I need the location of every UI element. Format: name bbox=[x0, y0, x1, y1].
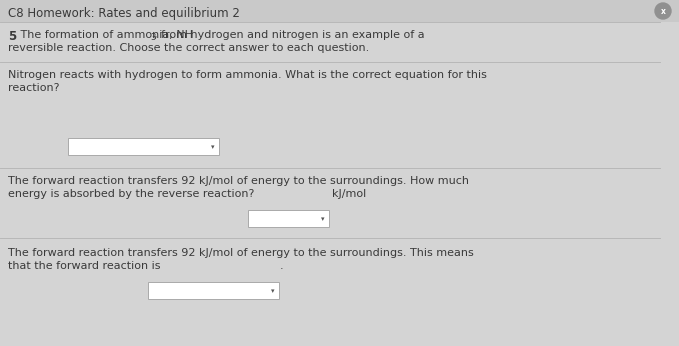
Text: ▾: ▾ bbox=[321, 216, 325, 222]
Text: 3: 3 bbox=[150, 33, 155, 42]
Text: x: x bbox=[661, 7, 665, 16]
FancyBboxPatch shape bbox=[67, 137, 219, 155]
Text: The forward reaction transfers 92 kJ/mol of energy to the surroundings. How much: The forward reaction transfers 92 kJ/mol… bbox=[8, 176, 469, 186]
Text: ▾: ▾ bbox=[271, 288, 275, 294]
Text: C8 Homework: Rates and equilibrium 2: C8 Homework: Rates and equilibrium 2 bbox=[8, 7, 240, 19]
FancyBboxPatch shape bbox=[147, 282, 278, 299]
Text: 5: 5 bbox=[8, 30, 16, 43]
Text: reversible reaction. Choose the correct answer to each question.: reversible reaction. Choose the correct … bbox=[8, 43, 369, 53]
Text: kJ/mol: kJ/mol bbox=[332, 189, 366, 199]
Text: The formation of ammonia, NH: The formation of ammonia, NH bbox=[17, 30, 193, 40]
Text: reaction?: reaction? bbox=[8, 83, 60, 93]
Text: , from hydrogen and nitrogen is an example of a: , from hydrogen and nitrogen is an examp… bbox=[154, 30, 424, 40]
FancyBboxPatch shape bbox=[0, 0, 679, 22]
Text: .: . bbox=[280, 261, 284, 271]
Text: ▾: ▾ bbox=[211, 144, 215, 150]
Circle shape bbox=[655, 3, 671, 19]
Text: energy is absorbed by the reverse reaction?: energy is absorbed by the reverse reacti… bbox=[8, 189, 255, 199]
Text: that the forward reaction is: that the forward reaction is bbox=[8, 261, 160, 271]
Text: The forward reaction transfers 92 kJ/mol of energy to the surroundings. This mea: The forward reaction transfers 92 kJ/mol… bbox=[8, 248, 474, 258]
Text: Nitrogen reacts with hydrogen to form ammonia. What is the correct equation for : Nitrogen reacts with hydrogen to form am… bbox=[8, 70, 487, 80]
FancyBboxPatch shape bbox=[248, 209, 329, 227]
